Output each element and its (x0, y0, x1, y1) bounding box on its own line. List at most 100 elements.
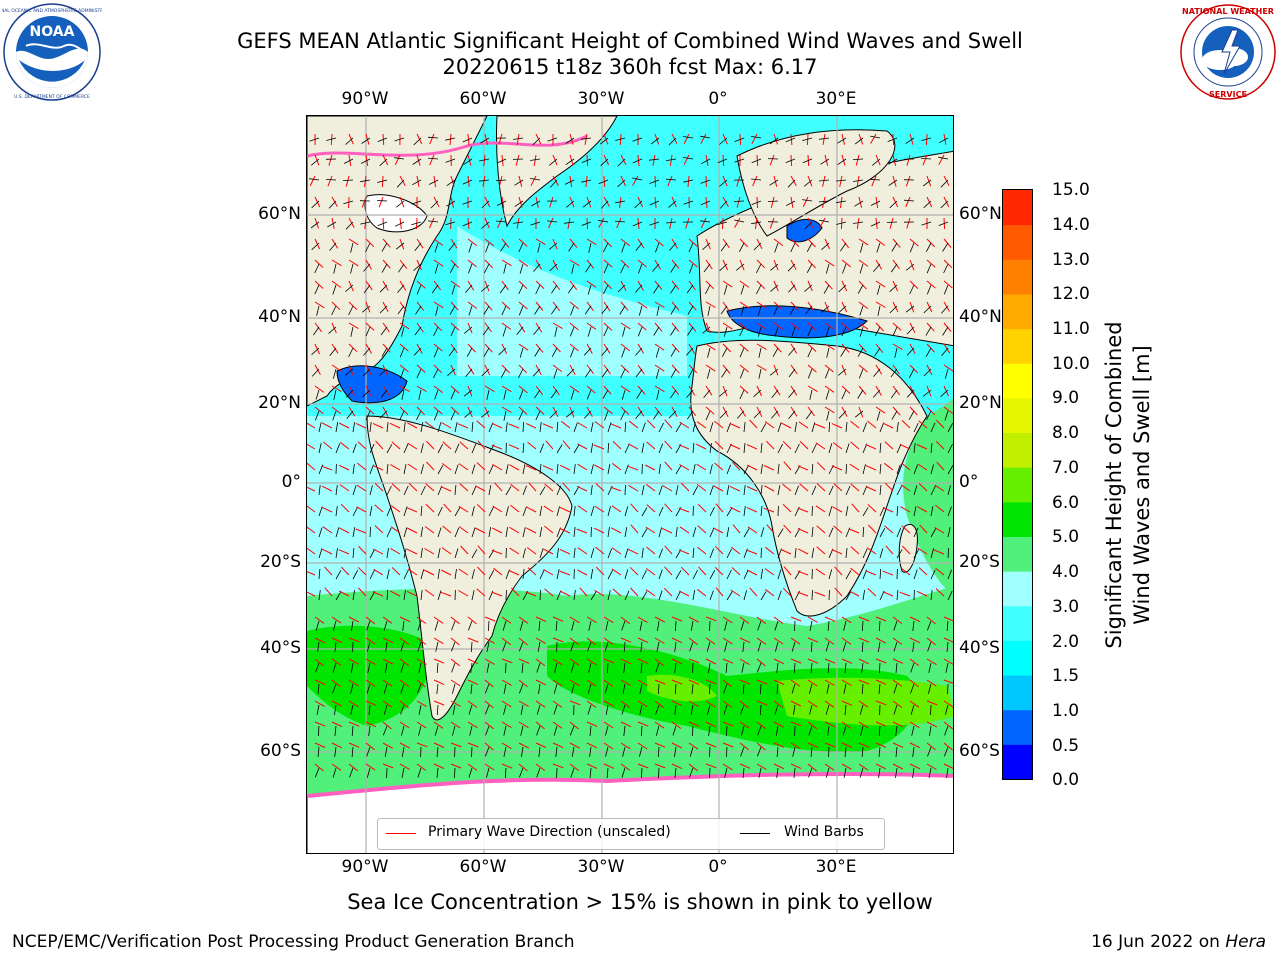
wave-direction-arrow (586, 385, 596, 394)
wave-direction-arrow (834, 566, 843, 576)
wave-direction-arrow (685, 217, 690, 229)
wave-direction-arrow (569, 259, 580, 267)
wind-barb (621, 242, 626, 253)
wind-barb (587, 641, 592, 652)
wind-barb (639, 683, 643, 694)
wind-barb (845, 485, 851, 496)
wind-barb (471, 590, 475, 601)
wave-direction-arrow (858, 679, 870, 685)
wave-direction-arrow (926, 616, 936, 625)
wave-direction-arrow (756, 658, 766, 667)
wind-barb (940, 179, 949, 188)
wind-barb (708, 725, 711, 736)
wave-direction-arrow (365, 763, 376, 771)
wind-barb (717, 221, 728, 225)
wind-barb (345, 137, 354, 145)
wave-direction-arrow (756, 238, 763, 250)
wind-barb (809, 683, 813, 694)
lat-label-left: 0° (281, 472, 301, 492)
wind-barb (311, 368, 320, 377)
wind-barb (553, 725, 558, 736)
wind-barb (332, 767, 337, 778)
wave-direction-arrow (331, 322, 337, 334)
wind-barb (658, 569, 663, 580)
wave-direction-arrow (423, 569, 435, 576)
wind-barb (777, 464, 780, 475)
wave-direction-arrow (620, 679, 631, 686)
wave-direction-arrow (831, 423, 843, 429)
wind-barb (708, 662, 711, 673)
wave-direction-arrow (594, 589, 605, 597)
wave-direction-arrow (406, 590, 418, 597)
wave-direction-arrow (501, 658, 513, 664)
wind-barb (777, 422, 782, 433)
wind-barb (449, 263, 456, 273)
wind-barb (468, 620, 473, 631)
wind-barb (874, 347, 881, 357)
wind-barb (471, 527, 476, 538)
wind-barb (435, 305, 439, 316)
wave-direction-arrow (484, 364, 491, 376)
wave-direction-arrow (816, 525, 826, 534)
wave-direction-arrow (783, 524, 792, 534)
wind-barb (414, 242, 422, 252)
wind-barb (531, 200, 541, 207)
wave-direction-arrow (654, 679, 666, 685)
wind-barb (584, 410, 592, 419)
wave-direction-arrow (858, 658, 870, 665)
wind-barb (838, 284, 847, 293)
wind-barb (433, 326, 439, 337)
wind-barb (785, 221, 796, 227)
wind-barb (804, 221, 813, 230)
wave-direction-arrow (467, 259, 477, 268)
wave-direction-arrow (669, 217, 673, 229)
wave-direction-arrow (900, 567, 911, 576)
wave-direction-arrow (450, 238, 458, 249)
wave-direction-arrow (429, 133, 435, 145)
wave-direction-arrow (526, 506, 537, 513)
wave-direction-arrow (696, 588, 707, 597)
wind-barb (464, 326, 473, 334)
wind-barb (889, 200, 898, 209)
wave-direction-arrow (552, 700, 563, 708)
wind-barb (669, 389, 677, 399)
wind-barb (930, 569, 936, 580)
wave-direction-arrow (858, 616, 870, 622)
wave-direction-arrow (678, 507, 690, 513)
wave-direction-arrow (739, 259, 745, 271)
lat-label-right: 60°S (959, 741, 1000, 761)
wind-barb (811, 526, 814, 538)
wave-direction-arrow (892, 679, 903, 687)
wind-barb (380, 326, 388, 336)
wind-barb (607, 662, 609, 674)
wind-barb (794, 443, 800, 454)
wind-barb (838, 305, 847, 314)
wind-barb (366, 746, 371, 757)
wave-direction-arrow (365, 322, 375, 331)
wave-direction-arrow (494, 482, 503, 492)
wave-direction-arrow (919, 524, 928, 534)
wind-barb (496, 158, 507, 164)
wave-direction-arrow (552, 637, 564, 643)
wave-direction-arrow (807, 742, 819, 748)
wind-barb (641, 485, 645, 496)
wind-barb (808, 767, 813, 778)
wave-direction-arrow (943, 343, 951, 354)
wind-barb (486, 641, 490, 652)
wave-direction-arrow (926, 679, 937, 687)
wind-barb (488, 422, 494, 433)
wave-direction-arrow (552, 238, 558, 250)
wave-direction-arrow (736, 175, 741, 187)
wave-direction-arrow (382, 742, 393, 749)
wind-barb (857, 284, 864, 294)
lat-label-right: 40°S (959, 638, 1000, 658)
wave-direction-arrow (705, 301, 716, 308)
wind-barb (570, 767, 575, 778)
wave-direction-arrow (865, 465, 877, 471)
wave-direction-arrow (714, 566, 724, 576)
wave-direction-arrow (484, 742, 494, 751)
wind-barb (806, 242, 813, 252)
wind-barb (757, 641, 762, 652)
wave-direction-arrow (477, 440, 486, 450)
wave-direction-arrow (797, 528, 809, 534)
